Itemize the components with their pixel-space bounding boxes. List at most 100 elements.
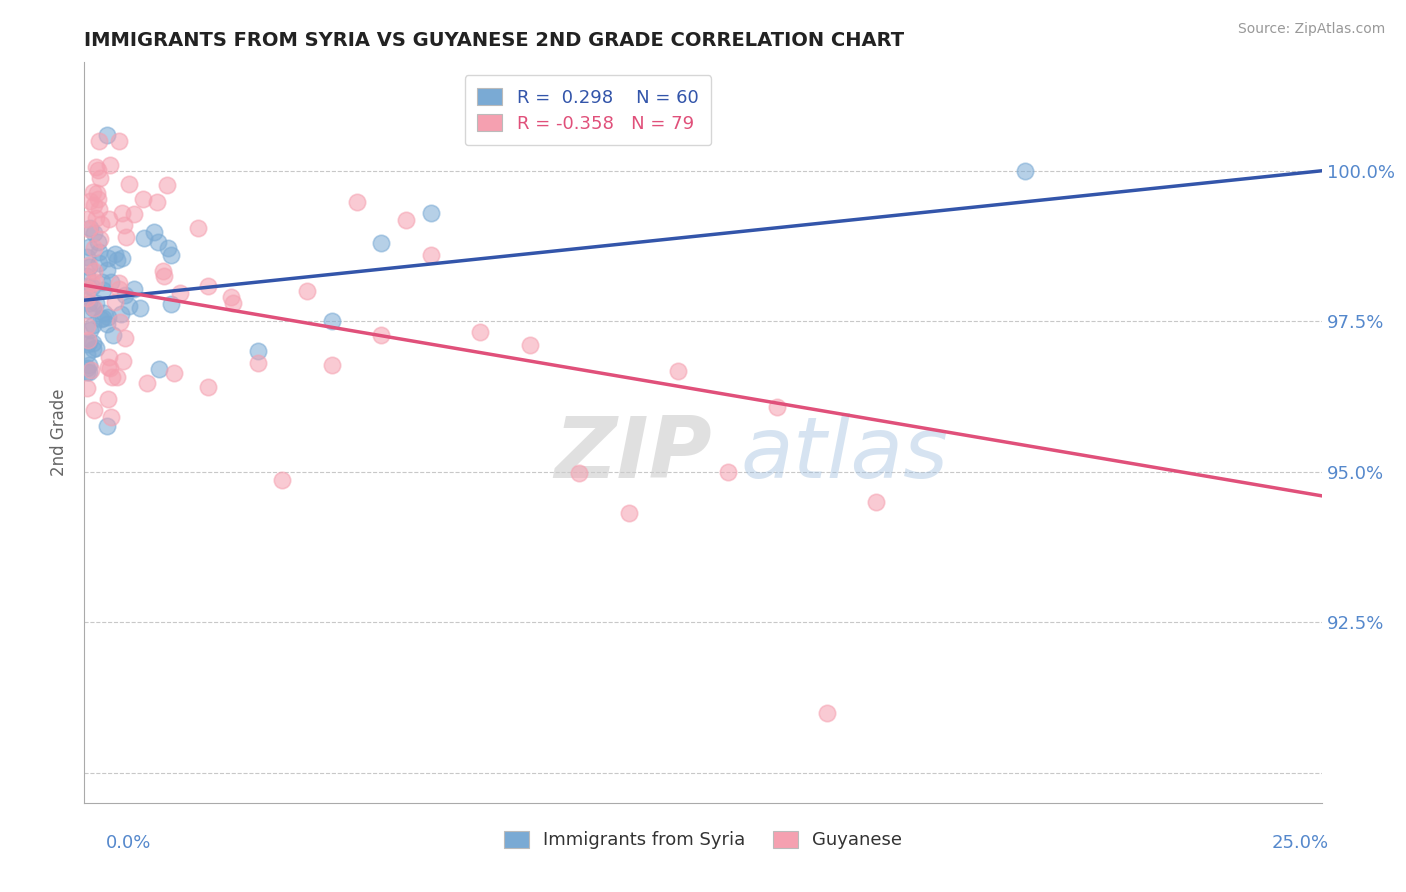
Point — [83, 275, 105, 289]
Point — [77, 295, 100, 310]
Point — [87, 256, 110, 270]
Point — [163, 367, 186, 381]
Point — [370, 235, 392, 250]
Text: 25.0%: 25.0% — [1271, 834, 1329, 852]
Point — [77, 258, 100, 272]
Point — [122, 207, 145, 221]
Point — [617, 507, 640, 521]
Point — [717, 465, 740, 479]
Point — [77, 278, 100, 293]
Point — [76, 291, 98, 305]
Point — [82, 186, 104, 200]
Point — [100, 158, 122, 172]
Point — [97, 350, 120, 364]
Point — [156, 241, 179, 255]
Point — [80, 280, 103, 294]
Point — [112, 218, 135, 232]
Point — [470, 325, 492, 339]
Point — [77, 335, 100, 350]
Point — [108, 276, 131, 290]
Point — [153, 268, 176, 283]
Point — [79, 220, 101, 235]
Point — [160, 248, 183, 262]
Point — [105, 370, 128, 384]
Point — [87, 202, 110, 216]
Point — [815, 706, 838, 720]
Point — [117, 299, 139, 313]
Point — [91, 311, 114, 326]
Y-axis label: 2nd Grade: 2nd Grade — [51, 389, 69, 476]
Point — [76, 282, 98, 296]
Point — [666, 364, 689, 378]
Point — [79, 194, 101, 209]
Point — [77, 358, 100, 372]
Point — [83, 198, 105, 212]
Point — [96, 262, 118, 277]
Point — [96, 128, 118, 143]
Point — [97, 392, 120, 406]
Point — [76, 381, 98, 395]
Point — [84, 161, 107, 175]
Point — [76, 268, 98, 283]
Point — [135, 376, 157, 390]
Point — [766, 400, 789, 414]
Point — [110, 307, 132, 321]
Point — [1014, 163, 1036, 178]
Point — [84, 341, 107, 355]
Legend: Immigrants from Syria, Guyanese: Immigrants from Syria, Guyanese — [496, 823, 910, 856]
Point — [221, 290, 243, 304]
Point — [346, 194, 368, 209]
Point — [104, 294, 127, 309]
Point — [84, 295, 107, 310]
Point — [419, 206, 441, 220]
Point — [101, 328, 124, 343]
Point — [156, 178, 179, 192]
Point — [115, 229, 138, 244]
Point — [152, 264, 174, 278]
Point — [96, 310, 118, 324]
Point — [97, 251, 120, 265]
Point — [87, 235, 110, 249]
Point — [104, 247, 127, 261]
Point — [80, 363, 103, 377]
Point — [122, 281, 145, 295]
Point — [370, 328, 392, 343]
Point — [82, 318, 104, 332]
Point — [132, 231, 155, 245]
Text: IMMIGRANTS FROM SYRIA VS GUYANESE 2ND GRADE CORRELATION CHART: IMMIGRANTS FROM SYRIA VS GUYANESE 2ND GR… — [84, 30, 904, 50]
Point — [395, 212, 418, 227]
Point — [108, 282, 131, 296]
Point — [87, 192, 110, 206]
Point — [91, 275, 114, 289]
Point — [111, 354, 134, 368]
Point — [419, 248, 441, 262]
Point — [76, 250, 98, 264]
Text: atlas: atlas — [740, 413, 948, 496]
Point — [84, 211, 107, 225]
Point — [83, 242, 105, 256]
Point — [86, 186, 108, 200]
Text: ZIP: ZIP — [554, 413, 713, 496]
Point — [83, 226, 105, 240]
Point — [197, 380, 219, 394]
Point — [83, 301, 105, 316]
Point — [82, 335, 104, 350]
Point — [111, 205, 134, 219]
Point — [89, 170, 111, 185]
Point — [79, 240, 101, 254]
Point — [76, 347, 98, 361]
Point — [295, 284, 318, 298]
Point — [76, 365, 98, 379]
Point — [80, 276, 103, 290]
Point — [90, 217, 112, 231]
Point — [129, 301, 152, 316]
Point — [105, 252, 128, 267]
Text: 0.0%: 0.0% — [105, 834, 150, 852]
Point — [519, 338, 541, 352]
Point — [79, 222, 101, 236]
Point — [100, 275, 122, 289]
Point — [118, 177, 141, 191]
Point — [76, 212, 98, 227]
Point — [568, 467, 591, 481]
Point — [76, 319, 98, 334]
